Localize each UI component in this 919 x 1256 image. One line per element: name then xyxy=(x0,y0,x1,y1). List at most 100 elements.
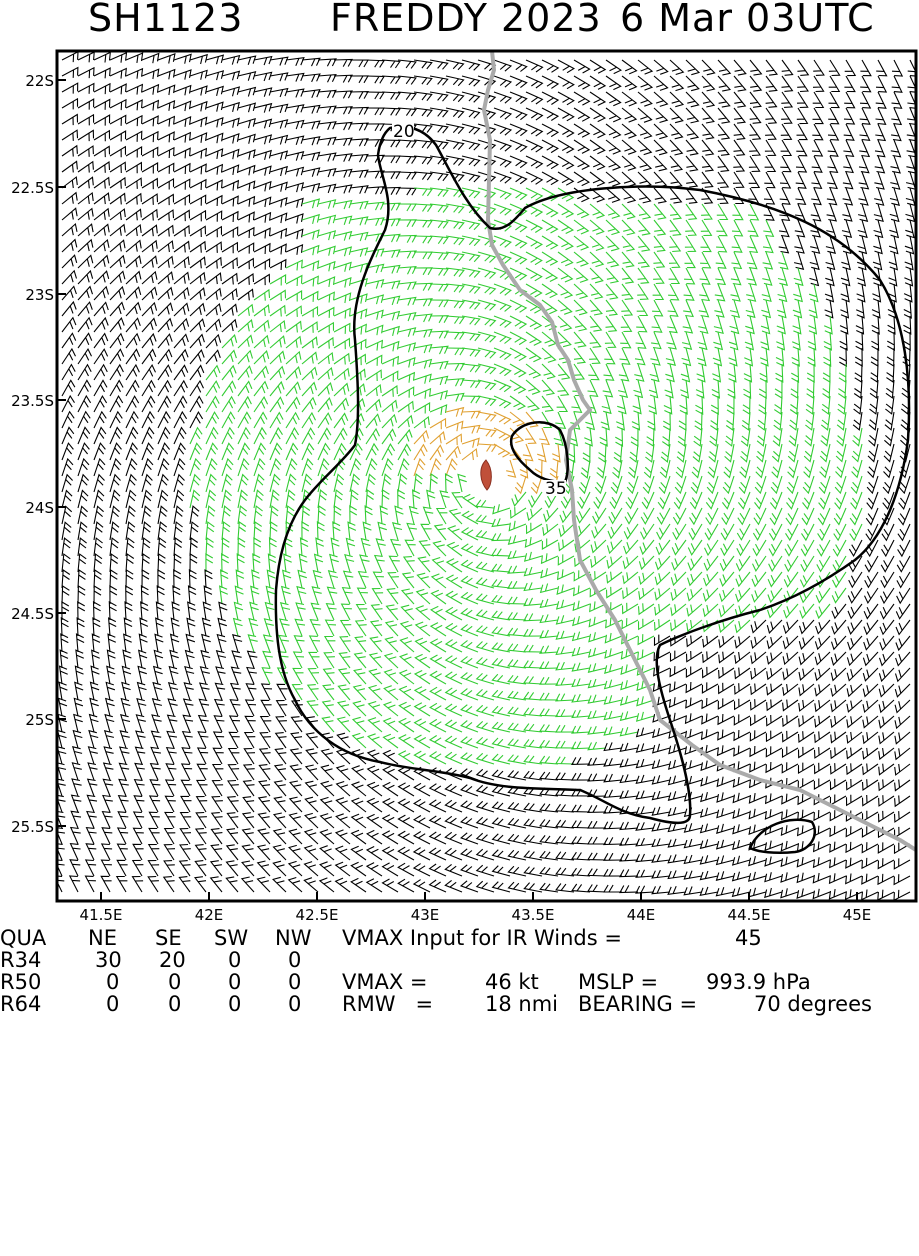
wind-barb xyxy=(701,666,719,679)
wind-barb xyxy=(221,521,231,541)
wind-barb xyxy=(507,550,527,560)
wind-barb xyxy=(445,299,465,309)
wind-barb xyxy=(843,123,855,141)
wind-barb xyxy=(620,331,632,349)
wind-barb xyxy=(894,667,911,683)
wind-barb xyxy=(366,797,383,813)
wind-barb xyxy=(878,667,895,683)
wind-barb xyxy=(493,299,512,312)
wind-barb xyxy=(589,299,603,316)
wind-barb xyxy=(365,217,385,227)
wind-barb xyxy=(507,565,527,574)
wind-barb xyxy=(525,522,543,535)
wind-barb xyxy=(269,134,289,145)
wind-barb xyxy=(221,426,235,445)
wind-barb xyxy=(426,489,436,509)
quadrant-nw: NW xyxy=(275,926,312,950)
wind-barb xyxy=(847,603,863,620)
wind-barb xyxy=(448,508,463,525)
wind-barb xyxy=(555,883,575,893)
wind-barb xyxy=(890,139,902,158)
wind-barb xyxy=(866,475,879,495)
wind-barb xyxy=(779,219,790,238)
wind-barb xyxy=(253,87,273,97)
wind-barb xyxy=(509,171,528,185)
wind-barb xyxy=(125,239,142,253)
wind-barb xyxy=(141,348,157,365)
wind-barb xyxy=(157,162,175,174)
wind-barb xyxy=(621,235,636,252)
wind-barb xyxy=(605,155,622,171)
wind-barb xyxy=(507,881,527,893)
wind-barb xyxy=(70,794,82,813)
wind-barb xyxy=(894,779,911,792)
wind-barb xyxy=(493,235,512,248)
wind-barb xyxy=(643,459,655,479)
wind-barb xyxy=(851,459,863,479)
wind-barb xyxy=(648,395,657,415)
wind-barb xyxy=(846,651,863,667)
wind-barb xyxy=(267,553,277,573)
wind-barb xyxy=(229,682,241,701)
wind-barb xyxy=(205,318,222,333)
wind-barb xyxy=(782,715,799,728)
wind-barb xyxy=(826,203,838,222)
r50-sw: 0 xyxy=(228,970,242,994)
wind-barb xyxy=(125,473,137,493)
wind-barb xyxy=(737,491,751,510)
wind-barb xyxy=(149,779,161,797)
wind-barb xyxy=(860,75,872,93)
wind-barb xyxy=(148,827,160,845)
wind-barb xyxy=(317,306,335,318)
wind-barb xyxy=(814,635,831,651)
wind-barb xyxy=(685,681,703,694)
wind-barb xyxy=(621,299,634,316)
wind-barb xyxy=(523,644,543,653)
wind-barb xyxy=(752,539,767,557)
wind-barb xyxy=(77,363,92,381)
wind-barb xyxy=(179,811,192,829)
wind-barb xyxy=(475,609,495,621)
wind-barb xyxy=(637,649,655,661)
wind-barb xyxy=(766,635,783,650)
wind-barb xyxy=(320,764,335,781)
wind-barb xyxy=(493,379,512,393)
wind-barb xyxy=(725,411,735,431)
wind-barb xyxy=(429,417,447,430)
wind-barb xyxy=(157,177,175,190)
wind-barb xyxy=(541,203,559,218)
wind-barb xyxy=(93,285,110,301)
wind-barb xyxy=(475,784,495,797)
wind-barb xyxy=(523,770,543,781)
wind-barb xyxy=(109,379,124,397)
wind-barb xyxy=(221,457,234,477)
wind-barb xyxy=(800,539,815,557)
wind-barb xyxy=(109,410,123,429)
wind-barb xyxy=(461,235,481,247)
wind-barb xyxy=(226,812,239,829)
wind-barb xyxy=(444,655,463,669)
wind-barb xyxy=(61,394,75,413)
wind-barb xyxy=(861,826,879,838)
analysis-datetime: 6 Mar 03UTC xyxy=(620,0,875,40)
wind-barb xyxy=(152,681,163,701)
wind-barb xyxy=(491,563,511,573)
wind-barb xyxy=(523,802,543,813)
wind-barb xyxy=(617,395,627,415)
wind-barb xyxy=(715,839,735,850)
wind-barb xyxy=(349,293,368,304)
wind-barb xyxy=(445,267,465,277)
wind-barb xyxy=(226,796,239,813)
wind-barb xyxy=(653,251,666,268)
wind-barb xyxy=(61,144,78,157)
wind-barb xyxy=(317,199,337,209)
wind-barb xyxy=(141,270,158,285)
wind-barb xyxy=(412,798,431,813)
wind-barb xyxy=(539,661,559,670)
wind-barb xyxy=(907,107,916,126)
wind-barb xyxy=(91,633,101,653)
wind-barb xyxy=(733,123,746,140)
wind-barb xyxy=(731,855,751,866)
contour-label-20: 20 xyxy=(393,122,415,142)
wind-barb xyxy=(90,665,100,685)
